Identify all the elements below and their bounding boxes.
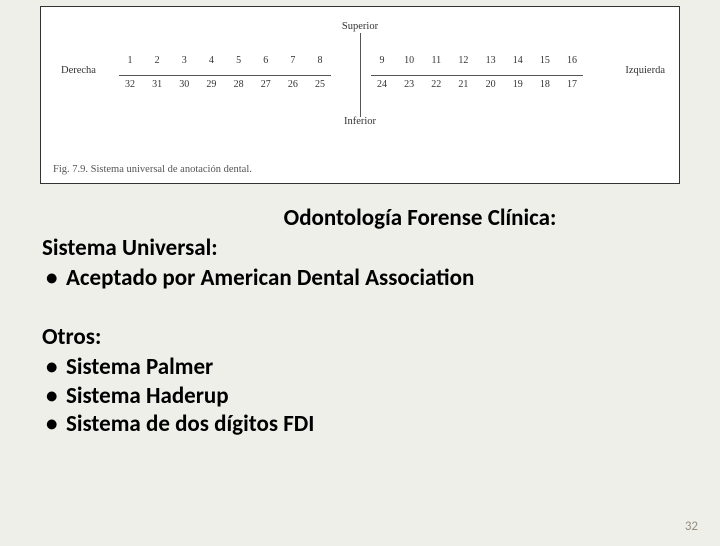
figure-caption: Fig. 7.9. Sistema universal de anotación… bbox=[53, 164, 252, 175]
tooth-number: 7 bbox=[282, 55, 304, 66]
tooth-number: 18 bbox=[534, 79, 556, 90]
hline-right bbox=[371, 75, 583, 76]
bullet-item: Sistema Palmer bbox=[42, 353, 678, 382]
tooth-number: 15 bbox=[534, 55, 556, 66]
tooth-number: 16 bbox=[561, 55, 583, 66]
nums-top-left: 12345678 bbox=[119, 55, 331, 66]
tooth-number: 3 bbox=[173, 55, 195, 66]
tooth-number: 6 bbox=[255, 55, 277, 66]
label-derecha: Derecha bbox=[61, 65, 96, 76]
tooth-number: 24 bbox=[371, 79, 393, 90]
tooth-number: 5 bbox=[228, 55, 250, 66]
label-superior: Superior bbox=[342, 21, 378, 32]
bullets-others: Sistema PalmerSistema HaderupSistema de … bbox=[42, 353, 678, 439]
tooth-number: 32 bbox=[119, 79, 141, 90]
tooth-number: 20 bbox=[480, 79, 502, 90]
dental-diagram: Superior Inferior Derecha Izquierda 1234… bbox=[51, 23, 669, 123]
bullet-item: Aceptado por American Dental Association bbox=[42, 264, 678, 293]
tooth-number: 2 bbox=[146, 55, 168, 66]
nums-bot-left: 32 31 30 29 28 27 26 25 bbox=[119, 79, 331, 90]
tooth-number: 11 bbox=[425, 55, 447, 66]
hline-left bbox=[119, 75, 331, 76]
label-izquierda: Izquierda bbox=[625, 65, 665, 76]
tooth-number: 8 bbox=[309, 55, 331, 66]
tooth-number: 22 bbox=[425, 79, 447, 90]
subtitle-universal: Sistema Universal: bbox=[42, 234, 678, 262]
nums-bot-right: 24 23 22 21 20 19 18 17 bbox=[371, 79, 583, 90]
tooth-number: 17 bbox=[561, 79, 583, 90]
tooth-number: 31 bbox=[146, 79, 168, 90]
tooth-number: 23 bbox=[398, 79, 420, 90]
page-number: 32 bbox=[685, 519, 698, 534]
label-inferior: Inferior bbox=[344, 116, 376, 127]
tooth-number: 21 bbox=[452, 79, 474, 90]
nums-top-right: 9 10 11 12 13 14 15 16 bbox=[371, 55, 583, 66]
tooth-number: 1 bbox=[119, 55, 141, 66]
tooth-number: 14 bbox=[507, 55, 529, 66]
slide-content: Odontología Forense Clínica: Sistema Uni… bbox=[42, 204, 678, 439]
tooth-number: 9 bbox=[371, 55, 393, 66]
tooth-number: 13 bbox=[480, 55, 502, 66]
tooth-number: 26 bbox=[282, 79, 304, 90]
vertical-divider bbox=[360, 33, 361, 117]
bullet-item: Sistema Haderup bbox=[42, 382, 678, 411]
others-heading: Otros: bbox=[42, 323, 678, 351]
tooth-number: 12 bbox=[452, 55, 474, 66]
figure-box: Superior Inferior Derecha Izquierda 1234… bbox=[40, 6, 680, 184]
bullets-universal: Aceptado por American Dental Association bbox=[42, 264, 678, 293]
tooth-number: 25 bbox=[309, 79, 331, 90]
tooth-number: 10 bbox=[398, 55, 420, 66]
tooth-number: 4 bbox=[200, 55, 222, 66]
slide-title: Odontología Forense Clínica: bbox=[162, 204, 678, 232]
tooth-number: 28 bbox=[228, 79, 250, 90]
tooth-number: 29 bbox=[200, 79, 222, 90]
tooth-number: 30 bbox=[173, 79, 195, 90]
tooth-number: 19 bbox=[507, 79, 529, 90]
bullet-item: Sistema de dos dígitos FDI bbox=[42, 410, 678, 439]
tooth-number: 27 bbox=[255, 79, 277, 90]
